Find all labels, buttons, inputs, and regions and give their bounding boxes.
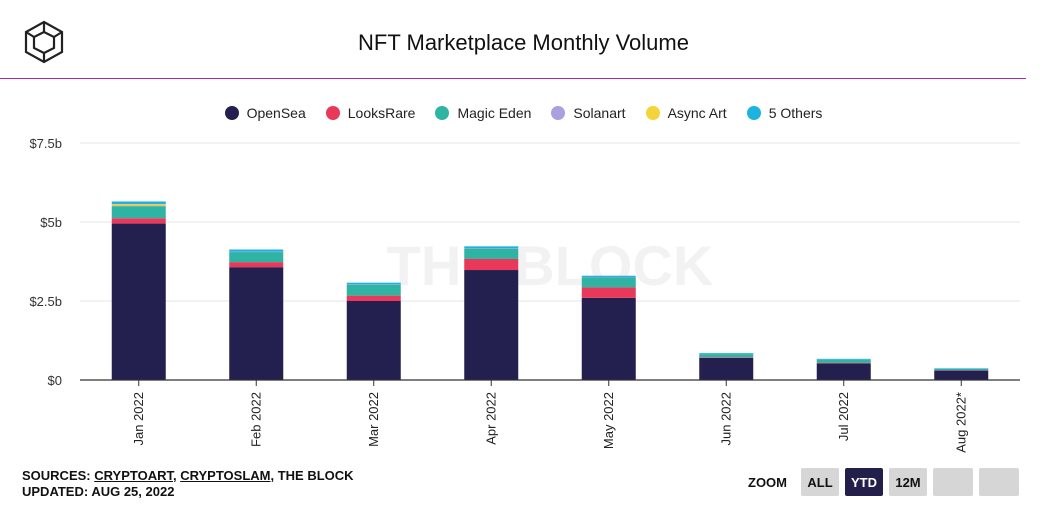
chart-footer: SOURCES: CRYPTOART, CRYPTOSLAM, THE BLOC… <box>22 468 354 500</box>
bar-opensea <box>699 357 754 380</box>
x-tick-label: Aug 2022* <box>953 392 968 453</box>
legend-item-looksrare[interactable]: LooksRare <box>325 105 416 121</box>
legend-swatch <box>746 106 761 120</box>
bar-magic-eden <box>934 368 989 371</box>
bar-opensea <box>464 270 519 380</box>
watermark: THE BLOCK <box>387 234 714 297</box>
legend-item-async-art[interactable]: Async Art <box>645 105 727 121</box>
legend-swatch <box>325 106 340 120</box>
x-tick-label: Apr 2022 <box>483 392 498 445</box>
legend-swatch <box>551 106 566 120</box>
zoom-label: ZOOM <box>748 474 787 490</box>
sources-prefix: SOURCES: <box>22 468 95 483</box>
bar-magic-eden <box>111 206 166 219</box>
legend-swatch <box>435 106 450 120</box>
chart-legend: OpenSea LooksRare Magic Eden Solanart Async … <box>0 105 1047 121</box>
bar-looksrare <box>816 362 871 364</box>
source-link-cryptoslam[interactable]: CRYPTOSLAM <box>180 468 271 483</box>
legend-label: Solanart <box>573 105 626 121</box>
title-divider <box>0 78 1026 79</box>
source-link-cryptoart[interactable]: CRYPTOART <box>94 468 173 483</box>
sources-suffix: , THE BLOCK <box>270 468 354 483</box>
y-tick-label: $0 <box>48 373 62 388</box>
legend-label: 5 Others <box>768 105 823 121</box>
bar-opensea <box>581 297 636 380</box>
bar-opensea <box>934 370 989 380</box>
x-tick-label: Jul 2022 <box>836 392 851 441</box>
bar-5-others <box>699 353 754 355</box>
x-tick-label: Jun 2022 <box>718 392 733 446</box>
the-block-logo <box>24 20 64 64</box>
bar-magic-eden <box>699 354 754 358</box>
y-tick-label: $7.5b <box>29 136 62 151</box>
legend-item-solanart[interactable]: Solanart <box>551 105 626 121</box>
bar-looksrare <box>464 258 519 271</box>
bar-solanart <box>111 205 166 207</box>
zoom-blank-button-2[interactable] <box>979 468 1019 496</box>
x-tick-label: Feb 2022 <box>248 392 263 447</box>
chart-canvas: THE BLOCK $0 $2.5b $5b $7.5b Jan 2022 Feb 2022… <box>29 136 1020 453</box>
bar-opensea <box>816 363 871 380</box>
legend-label: OpenSea <box>246 105 306 121</box>
zoom-blank-button-1[interactable] <box>933 468 973 496</box>
bar-solanart <box>229 251 284 253</box>
bar-magic-eden <box>229 252 284 263</box>
x-tick-label: Mar 2022 <box>366 392 381 447</box>
legend-item-5-others[interactable]: 5 Others <box>746 105 823 121</box>
legend-label: Magic Eden <box>457 105 532 121</box>
bar-5-others <box>111 201 166 204</box>
legend-item-magic-eden[interactable]: Magic Eden <box>435 105 531 121</box>
legend-label: LooksRare <box>347 105 416 121</box>
bar-5-others <box>229 249 284 252</box>
y-tick-label: $5b <box>40 215 62 230</box>
zoom-ytd-button[interactable]: YTD <box>845 468 883 496</box>
legend-item-opensea[interactable]: OpenSea <box>224 105 306 121</box>
legend-swatch <box>645 106 660 120</box>
bar-solanart <box>346 284 401 285</box>
bar-magic-eden <box>346 284 401 296</box>
bar-5-others <box>816 358 871 360</box>
bar-opensea <box>346 301 401 380</box>
updated-date: UPDATED: AUG 25, 2022 <box>22 484 175 499</box>
bar-solanart <box>464 248 519 249</box>
y-tick-label: $2.5b <box>29 294 62 309</box>
bar-5-others <box>581 275 636 277</box>
bar-solanart <box>581 276 636 278</box>
bar-looksrare <box>229 262 284 268</box>
bar-looksrare <box>699 357 754 358</box>
x-tick-label: May 2022 <box>601 392 616 449</box>
page-title: NFT Marketplace Monthly Volume <box>358 30 689 55</box>
zoom-12m-button[interactable]: 12M <box>889 468 927 496</box>
bar-async-art <box>111 203 166 206</box>
sources-line: SOURCES: CRYPTOART, CRYPTOSLAM, THE BLOC… <box>22 468 354 484</box>
sources-separator: , <box>172 468 181 483</box>
bar-looksrare <box>111 218 166 224</box>
legend-swatch <box>224 106 239 120</box>
bar-magic-eden <box>464 248 519 259</box>
bar-looksrare <box>581 287 636 298</box>
zoom-all-button[interactable]: ALL <box>801 468 839 496</box>
legend-label: Async Art <box>667 105 727 121</box>
bar-opensea <box>111 223 166 380</box>
bar-looksrare <box>934 370 989 371</box>
zoom-controls: ZOOM ALL YTD 12M <box>748 468 1019 496</box>
bar-5-others <box>464 246 519 249</box>
bar-opensea <box>229 267 284 380</box>
x-tick-label: Jan 2022 <box>131 392 146 446</box>
bar-5-others <box>346 282 401 285</box>
bar-magic-eden <box>581 277 636 288</box>
bar-magic-eden <box>816 359 871 363</box>
bar-looksrare <box>346 295 401 301</box>
bar-5-others <box>934 368 989 369</box>
